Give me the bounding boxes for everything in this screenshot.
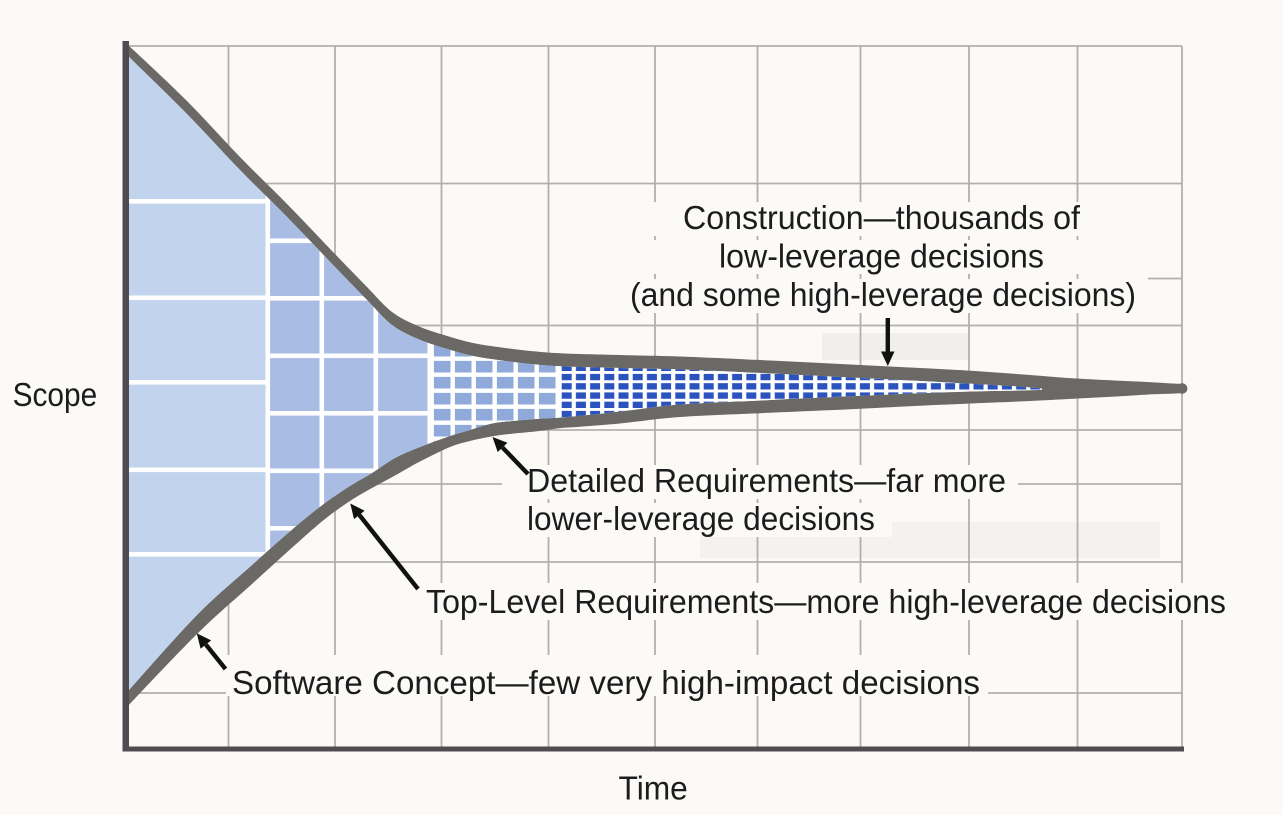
svg-text:Scope: Scope [13, 377, 98, 414]
svg-text:(and some high-leverage decisi: (and some high-leverage decisions) [630, 277, 1136, 314]
svg-text:Detailed Requirements—far more: Detailed Requirements—far more [527, 463, 1006, 500]
svg-text:Time: Time [619, 771, 688, 808]
svg-text:low-leverage decisions: low-leverage decisions [719, 239, 1044, 276]
svg-text:Construction—thousands of: Construction—thousands of [683, 200, 1081, 237]
svg-text:lower-leverage decisions: lower-leverage decisions [527, 501, 875, 538]
svg-text:Software Concept—few very high: Software Concept—few very high-impact de… [232, 665, 980, 702]
svg-text:Top-Level Requirements—more hi: Top-Level Requirements—more high-leverag… [426, 584, 1226, 621]
